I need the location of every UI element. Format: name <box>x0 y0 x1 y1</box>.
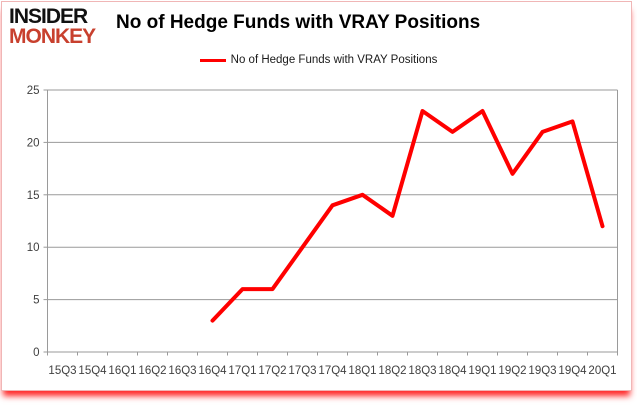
x-axis-tick-label: 19Q1 <box>468 365 496 377</box>
y-axis-tick-label: 0 <box>33 347 39 359</box>
x-axis-tick-label: 19Q4 <box>558 365 587 377</box>
chart-frame <box>1 1 632 391</box>
x-axis-tick-label: 18Q2 <box>378 365 406 377</box>
legend-line-marker <box>199 58 226 62</box>
x-axis-tick-label: 17Q2 <box>258 365 286 377</box>
x-axis-tick-label: 17Q3 <box>288 365 316 377</box>
y-axis-tick-label: 20 <box>27 137 40 149</box>
chart-title: No of Hedge Funds with VRAY Positions <box>116 12 481 33</box>
logo-line-monkey: MONKEY <box>9 24 96 48</box>
x-axis-tick-label: 17Q1 <box>228 365 256 377</box>
x-axis-tick-label: 18Q4 <box>438 365 467 377</box>
x-axis-tick-label: 15Q3 <box>48 365 76 377</box>
insider-monkey-logo: INSIDER MONKEY <box>9 5 96 48</box>
x-axis-tick-label: 16Q1 <box>108 365 136 377</box>
x-axis-tick-label: 18Q3 <box>408 365 436 377</box>
series-line-vray-positions <box>210 109 605 323</box>
logo-line-insider: INSIDER <box>9 5 88 28</box>
x-axis-tick-label: 20Q1 <box>588 365 616 377</box>
x-axis-tick-label: 19Q3 <box>528 365 556 377</box>
x-axis-tick-label: 15Q4 <box>78 365 107 377</box>
y-axis-tick-label: 15 <box>27 190 40 202</box>
y-axis-tick-label: 25 <box>27 85 40 97</box>
x-axis-tick-label: 17Q4 <box>318 365 347 377</box>
x-axis-tick-label: 16Q4 <box>198 365 227 377</box>
x-axis-tick-label: 16Q3 <box>168 365 196 377</box>
y-axis-tick-label: 5 <box>33 295 39 307</box>
chart-legend: No of Hedge Funds with VRAY Positions <box>0 54 637 66</box>
x-axis-tick-label: 16Q2 <box>138 365 166 377</box>
y-axis-tick-label: 10 <box>27 242 40 254</box>
x-axis-tick-label: 18Q1 <box>348 365 376 377</box>
x-axis-tick-label: 19Q2 <box>498 365 526 377</box>
legend-series-label: No of Hedge Funds with VRAY Positions <box>230 54 438 66</box>
